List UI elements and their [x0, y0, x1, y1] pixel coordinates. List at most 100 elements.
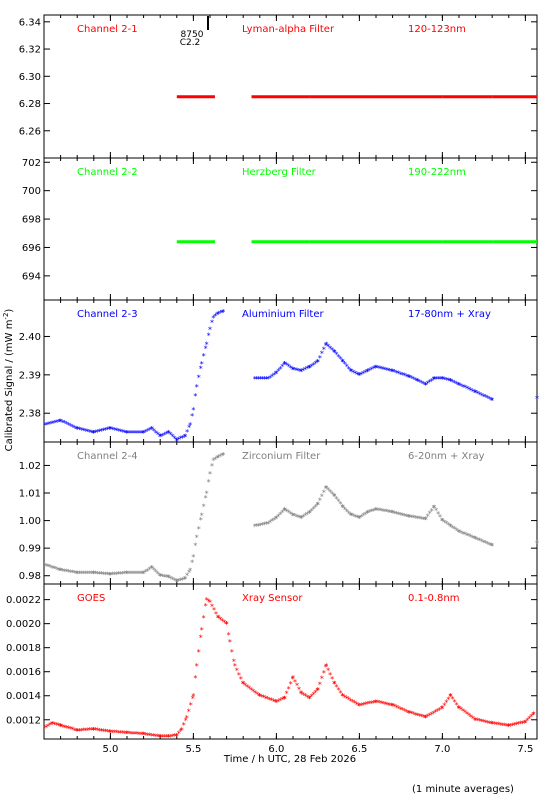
data-point: * — [463, 384, 467, 393]
data-point: * — [509, 722, 513, 731]
data-point: * — [457, 704, 461, 713]
data-point: * — [361, 369, 365, 378]
y-tick-label: 1.01 — [19, 489, 41, 500]
data-point: * — [94, 570, 98, 579]
data-point: * — [200, 512, 204, 521]
data-point: * — [411, 710, 415, 719]
data-point: * — [330, 675, 334, 684]
data-point: * — [301, 367, 305, 376]
x-tick-label: 6.5 — [351, 744, 367, 755]
data-point: * — [519, 720, 523, 729]
data-point: * — [116, 570, 120, 579]
data-point: * — [494, 720, 498, 729]
data-point: * — [423, 381, 427, 390]
data-point: * — [523, 719, 527, 728]
data-point: * — [442, 701, 446, 710]
y-tick-label: 1.00 — [19, 516, 41, 527]
data-point: * — [172, 732, 176, 741]
data-point: * — [63, 723, 67, 732]
data-point: * — [390, 702, 394, 711]
data-point: * — [421, 515, 425, 524]
data-point: * — [507, 722, 511, 731]
data-point: * — [199, 633, 203, 642]
data-point: * — [357, 371, 361, 380]
data-point: * — [211, 456, 215, 465]
data-point: * — [291, 675, 295, 684]
data-point: * — [266, 695, 270, 704]
data-point: * — [208, 325, 212, 334]
data-point: * — [197, 525, 201, 534]
data-point: * — [75, 425, 79, 434]
data-point: * — [340, 503, 344, 512]
data-point: * — [289, 364, 293, 373]
data-point: * — [69, 568, 73, 577]
data-point: * — [382, 700, 386, 709]
data-point: * — [122, 428, 126, 437]
y-tick-label: 0.0020 — [6, 619, 41, 630]
data-point: * — [108, 571, 112, 580]
data-point: * — [166, 733, 170, 742]
data-point: * — [218, 309, 222, 318]
y-tick-label: 1.02 — [19, 461, 41, 472]
data-point: * — [182, 721, 186, 730]
data-point: * — [380, 365, 384, 374]
data-point: * — [421, 380, 425, 389]
data-point: * — [382, 507, 386, 516]
data-point: * — [158, 572, 162, 581]
data-point: * — [359, 370, 363, 379]
data-point: * — [442, 518, 446, 527]
data-point: * — [207, 331, 211, 340]
data-point: * — [529, 713, 533, 722]
data-point: * — [401, 511, 405, 520]
data-point: * — [407, 513, 411, 522]
data-point: * — [150, 425, 154, 434]
data-point: * — [436, 510, 440, 519]
event-marker-class: C2.2 — [180, 38, 201, 48]
data-point: * — [343, 693, 347, 702]
data-point: * — [237, 671, 241, 680]
data-point: * — [426, 380, 430, 389]
data-point: * — [125, 569, 129, 578]
data-point: * — [152, 427, 156, 436]
data-point: * — [264, 694, 268, 703]
data-point: * — [395, 704, 399, 713]
data-point: * — [376, 364, 380, 373]
data-point: * — [189, 701, 193, 710]
data-point: * — [65, 724, 69, 733]
data-point: * — [415, 377, 419, 386]
data-point: * — [67, 725, 71, 734]
data-point: * — [133, 429, 137, 438]
data-point: * — [265, 520, 269, 529]
data-point: * — [332, 680, 336, 689]
data-point: * — [274, 698, 278, 707]
data-point: * — [168, 431, 172, 440]
data-point: * — [428, 712, 432, 721]
data-point: * — [104, 728, 108, 737]
data-point: * — [363, 510, 367, 519]
data-point: * — [355, 514, 359, 523]
data-point: * — [114, 729, 118, 738]
data-point: * — [58, 418, 62, 427]
data-point: * — [262, 694, 266, 703]
data-point: * — [391, 509, 395, 518]
data-point: * — [409, 374, 413, 383]
data-point: * — [397, 510, 401, 519]
data-point: * — [160, 432, 164, 441]
data-point: * — [224, 620, 228, 629]
data-point: * — [361, 701, 365, 710]
data-point: * — [257, 692, 261, 701]
data-point: * — [91, 569, 95, 578]
data-point: * — [58, 566, 62, 575]
data-point: * — [469, 386, 473, 395]
data-point: * — [44, 724, 48, 733]
data-point: * — [428, 378, 432, 387]
data-point: * — [208, 470, 212, 479]
data-point: * — [127, 730, 131, 739]
data-point: * — [338, 500, 342, 509]
data-point: * — [255, 690, 259, 699]
data-point: * — [328, 488, 332, 497]
data-point: * — [386, 366, 390, 375]
data-point: * — [131, 730, 135, 739]
data-point: * — [455, 527, 459, 536]
data-point: * — [426, 513, 430, 522]
